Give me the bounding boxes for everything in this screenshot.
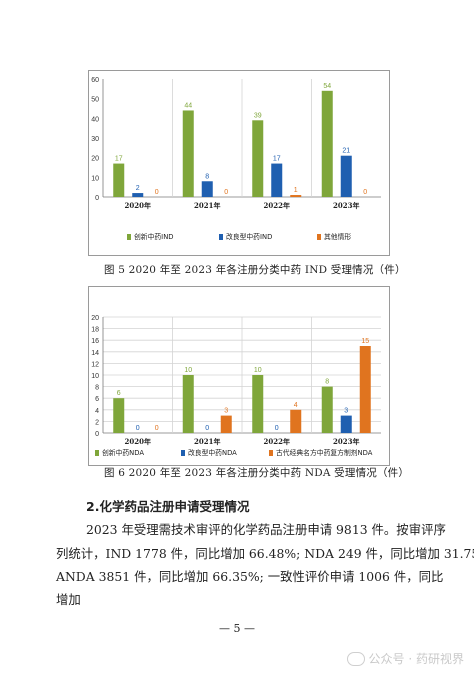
bar	[182, 375, 194, 433]
y-tick-label: 20	[91, 315, 99, 322]
data-label: 10	[184, 367, 192, 374]
data-label: 21	[342, 148, 350, 155]
data-label: 1	[294, 187, 298, 194]
category-label: 2022年	[264, 201, 290, 210]
legend-label: 其他情形	[324, 232, 351, 241]
y-tick-label: 40	[91, 116, 99, 123]
legend-label: 改良型中药IND	[226, 232, 272, 241]
data-label: 15	[361, 338, 369, 345]
data-label: 2	[136, 185, 140, 192]
bar	[271, 163, 283, 197]
paragraph-line: ANDA 3851 件，同比增加 66.35%; 一致性评价申请 1006 件，…	[56, 569, 444, 584]
bar	[201, 181, 213, 197]
legend-swatch	[127, 234, 131, 240]
y-tick-label: 60	[91, 77, 99, 84]
bar	[113, 398, 125, 433]
paragraph-line: 增加	[56, 592, 81, 607]
data-label: 17	[273, 156, 281, 163]
figure-6-svg: 0 2 4 6 8 10 12 14 16 18 20 2020年 6 0 0 2021年 10 0 3 2022年 1…	[91, 315, 381, 457]
data-label: 0	[363, 189, 367, 196]
legend-label: 创新中药NDA	[102, 448, 144, 457]
legend-label: 改良型中药NDA	[188, 448, 237, 457]
y-tick-label: 6	[95, 396, 99, 403]
bar	[340, 415, 352, 433]
bar	[321, 386, 333, 433]
watermark: 公众号 · 药研视界	[346, 650, 464, 667]
y-tick-label: 50	[91, 97, 99, 104]
category-label: 2023年	[333, 201, 359, 210]
category-label: 2021年	[194, 437, 220, 446]
y-tick-label: 0	[95, 431, 99, 438]
y-tick-label: 30	[91, 136, 99, 143]
category-label: 2022年	[264, 437, 290, 446]
data-label: 0	[205, 425, 209, 432]
y-tick-label: 0	[95, 195, 99, 202]
data-label: 0	[136, 425, 140, 432]
y-tick-label: 14	[91, 350, 99, 357]
data-label: 0	[155, 189, 159, 196]
section-heading: 2.化学药品注册申请受理情况	[86, 499, 250, 514]
y-tick-label: 18	[91, 327, 99, 334]
data-label: 6	[117, 390, 121, 397]
y-tick-label: 4	[95, 408, 99, 415]
legend-swatch	[317, 234, 321, 240]
paragraph-line: 列统计，IND 1778 件，同比增加 66.48%; NDA 249 件，同比…	[56, 546, 474, 561]
bar	[359, 346, 371, 433]
data-label: 17	[115, 156, 123, 163]
legend-swatch	[219, 234, 223, 240]
y-tick-label: 10	[91, 175, 99, 182]
category-label: 2020年	[125, 437, 151, 446]
bar	[290, 409, 302, 433]
data-label: 0	[155, 425, 159, 432]
figure-6-chart: 0 2 4 6 8 10 12 14 16 18 20 2020年 6 0 0 2021年 10 0 3 2022年 1…	[88, 286, 390, 466]
bar	[252, 120, 264, 197]
y-tick-label: 12	[91, 361, 99, 368]
y-tick-label: 20	[91, 156, 99, 163]
y-tick-label: 2	[95, 419, 99, 426]
category-label: 2020年	[125, 201, 151, 210]
data-label: 44	[184, 102, 192, 109]
data-label: 10	[254, 367, 262, 374]
legend-label: 古代经典名方中药复方制剂NDA	[276, 448, 373, 457]
data-label: 3	[344, 408, 348, 415]
bar	[252, 375, 264, 433]
data-label: 0	[224, 189, 228, 196]
data-label: 39	[254, 112, 262, 119]
legend-swatch	[181, 450, 185, 456]
bar	[220, 415, 232, 433]
legend-swatch	[269, 450, 273, 456]
page-number: — 5 —	[219, 622, 255, 635]
y-tick-label: 8	[95, 385, 99, 392]
watermark-text: 公众号 · 药研视界	[368, 652, 464, 666]
figure-5-chart: 0 10 20 30 40 50 60 2020年 17 2 0 2021年 44 8 0 2022年 39 17…	[88, 70, 390, 256]
data-label: 4	[294, 402, 298, 409]
bar	[113, 163, 125, 197]
data-label: 54	[323, 83, 331, 90]
y-tick-label: 16	[91, 338, 99, 345]
legend-swatch	[95, 450, 99, 456]
category-label: 2023年	[333, 437, 359, 446]
bar	[321, 90, 333, 197]
bar	[132, 193, 144, 197]
data-label: 8	[205, 173, 209, 180]
data-label: 8	[325, 379, 329, 386]
category-label: 2021年	[194, 201, 220, 210]
data-label: 0	[275, 425, 279, 432]
figure-5-svg: 01020304050602020年17202021年44802022年3917…	[91, 77, 381, 241]
bar	[182, 110, 194, 197]
figure-6-caption: 图 6 2020 年至 2023 年各注册分类中药 NDA 受理情况（件）	[104, 467, 410, 479]
wechat-icon	[346, 651, 365, 666]
bar	[290, 195, 302, 197]
data-label: 3	[224, 408, 228, 415]
figure-5-caption: 图 5 2020 年至 2023 年各注册分类中药 IND 受理情况（件）	[104, 264, 406, 276]
bar	[340, 155, 352, 197]
legend-label: 创新中药IND	[134, 232, 174, 241]
y-tick-label: 10	[91, 373, 99, 380]
paragraph-line: 2023 年受理需技术审评的化学药品注册申请 9813 件。按审评序	[86, 522, 446, 537]
